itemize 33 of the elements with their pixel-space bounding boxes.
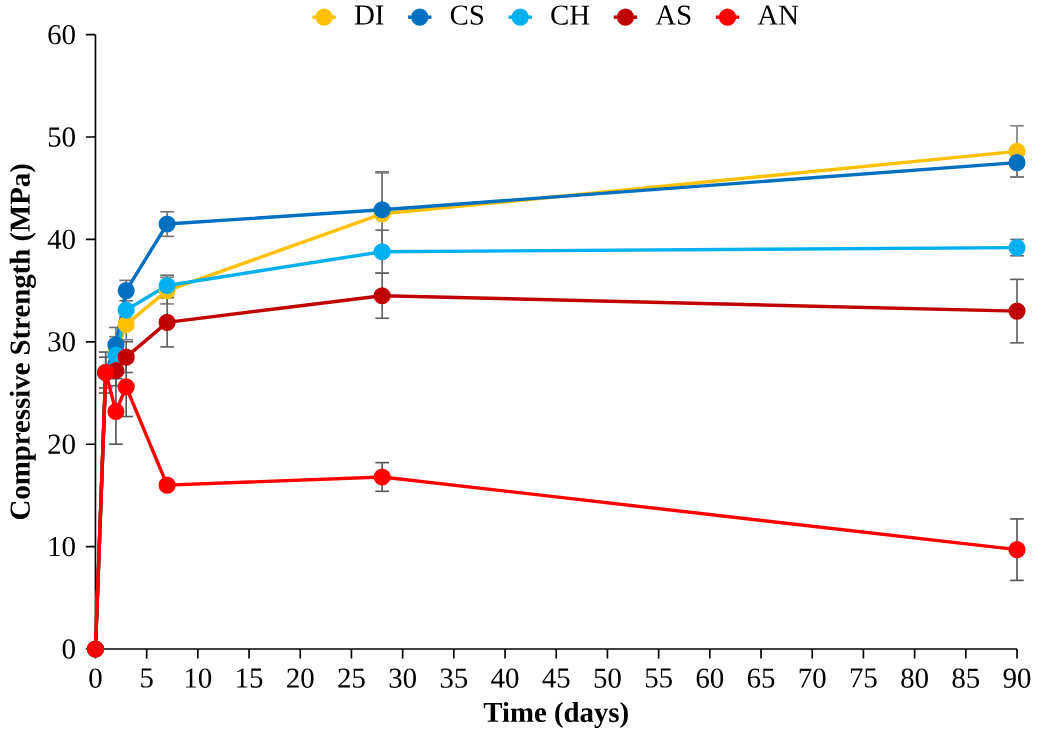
x-tick-label: 15 — [237, 668, 263, 688]
x-axis-title: Time (days) — [483, 702, 628, 729]
y-tick-label: 50 — [48, 127, 75, 147]
y-tick-label: 10 — [49, 537, 75, 557]
y-tick-label: 30 — [48, 332, 75, 352]
x-tick-label: 85 — [952, 668, 980, 689]
x-tick-label: 70 — [799, 668, 826, 689]
x-tick-label: 65 — [747, 668, 775, 688]
y-tick-label: 20 — [48, 434, 75, 455]
x-tick-label: 20 — [287, 668, 314, 689]
x-tick-label: 75 — [850, 668, 877, 688]
y-tick-label: 40 — [47, 229, 75, 250]
legend-label: DI — [354, 5, 384, 25]
x-tick-label: 35 — [440, 668, 468, 688]
legend-label: CH — [551, 5, 590, 25]
y-axis-title: Compressive Strength (MPa) — [9, 164, 36, 520]
x-tick-label: 45 — [542, 668, 570, 688]
x-tick-label: 40 — [491, 668, 519, 689]
x-tick-label: 90 — [1003, 668, 1031, 689]
x-tick-label: 10 — [185, 668, 212, 689]
legend-label: CS — [450, 5, 484, 25]
x-tick-label: 0 — [89, 668, 102, 689]
x-tick-label: 60 — [696, 668, 724, 689]
legend-label: AN — [757, 5, 799, 25]
x-tick-label: 5 — [141, 668, 153, 688]
x-tick-label: 55 — [645, 668, 672, 688]
x-tick-label: 25 — [338, 668, 365, 688]
x-tick-label: 80 — [901, 668, 928, 689]
legend-label: AS — [655, 5, 691, 25]
x-tick-label: 30 — [389, 668, 416, 689]
y-tick-label: 0 — [62, 639, 75, 659]
y-tick-label: 60 — [48, 25, 75, 45]
x-tick-label: 50 — [594, 668, 621, 689]
